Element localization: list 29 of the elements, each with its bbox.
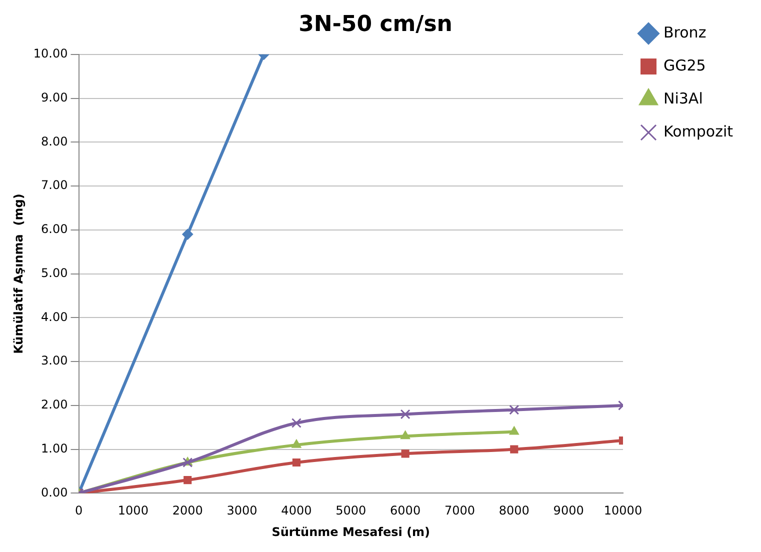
y-tick-label: 8.00 bbox=[41, 134, 68, 148]
x-tick-label: 3000 bbox=[226, 504, 258, 518]
legend-label: GG25 bbox=[664, 56, 706, 74]
x-tick-label: 7000 bbox=[444, 504, 475, 518]
x-tick-label: 10000 bbox=[604, 504, 642, 518]
y-tick-label: 3.00 bbox=[41, 354, 68, 368]
y-tick-label: 10.00 bbox=[33, 46, 68, 61]
y-tick-label: 5.00 bbox=[41, 266, 68, 280]
legend-label: Ni3Al bbox=[664, 89, 703, 108]
x-tick-label: 4000 bbox=[281, 504, 312, 518]
x-tick-label: 6000 bbox=[390, 504, 421, 518]
y-tick-label: 0.00 bbox=[41, 485, 68, 500]
y-tick-label: 9.00 bbox=[41, 90, 68, 104]
legend-label: Bronz bbox=[664, 23, 706, 42]
x-tick-label: 9000 bbox=[553, 504, 584, 518]
y-tick-label: 7.00 bbox=[41, 178, 68, 192]
x-tick-label: 1000 bbox=[118, 504, 148, 518]
y-tick-label: 1.00 bbox=[41, 441, 68, 456]
y-tick-label: 2.00 bbox=[41, 398, 68, 412]
x-tick-label: 0 bbox=[74, 504, 83, 518]
y-tick-label: 4.00 bbox=[41, 310, 68, 324]
y-axis-title: Kümülatif Aşınma (mg) bbox=[11, 194, 26, 354]
y-tick-label: 6.00 bbox=[41, 222, 68, 236]
x-tick-label: 8000 bbox=[498, 504, 530, 518]
x-tick-label: 2000 bbox=[172, 504, 203, 518]
chart-title: 3N-50 cm/sn bbox=[298, 12, 452, 37]
x-axis-title: Sürtünme Mesafesi (m) bbox=[272, 524, 430, 539]
x-tick-label: 5000 bbox=[336, 504, 366, 518]
legend-label: Kompozit bbox=[664, 122, 734, 140]
